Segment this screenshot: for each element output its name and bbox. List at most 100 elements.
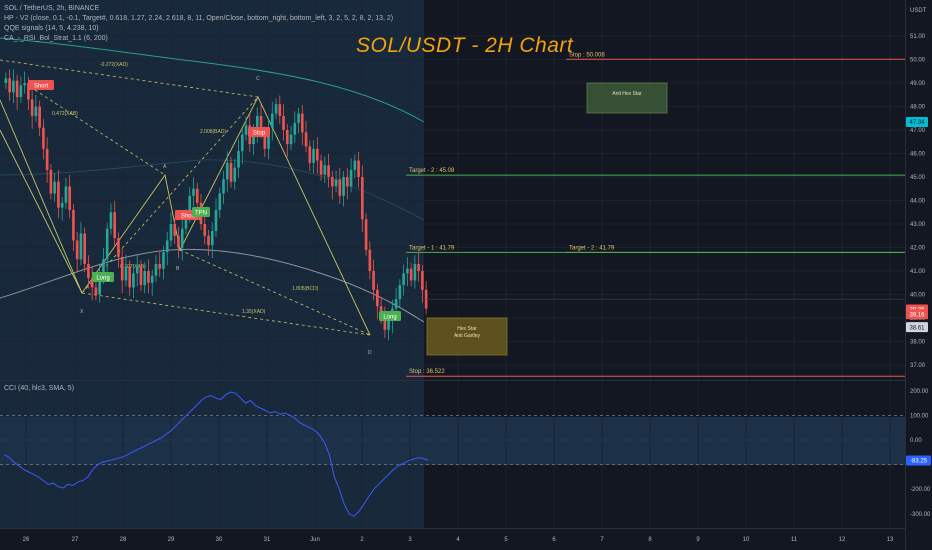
candle-body <box>308 146 312 163</box>
candle-body <box>42 127 45 149</box>
candle-body <box>413 263 417 281</box>
signal-marker-text: Long <box>96 275 109 281</box>
cci-line <box>3 391 429 517</box>
fib-ratio-label: 0.472(XAB) <box>52 111 78 117</box>
price-tick-label: 41.00 <box>910 269 926 275</box>
cci-panel <box>0 391 905 517</box>
time-tick-label: 6 <box>552 537 556 543</box>
level-label-stop-top: Stop : 50.008 <box>569 52 605 58</box>
candle-body <box>12 80 15 93</box>
candle-body <box>293 122 297 135</box>
price-tick-label: 42.00 <box>910 246 926 252</box>
indicator-rsi-bol[interactable]: CA_-_RSI_Bol_Strat_1.1 (6, 200) <box>4 35 108 42</box>
fib-ratio-label: -0.272(XAD) <box>100 62 128 68</box>
symbol-title[interactable]: SOL / TetherUS, 2h, BINANCE <box>4 5 100 12</box>
candle-body <box>376 289 379 307</box>
candle-body <box>188 195 192 215</box>
candle-body <box>57 181 60 208</box>
time-tick-label: 2 <box>360 537 364 543</box>
time-tick-label: 27 <box>72 537 79 543</box>
indicator-qqe[interactable]: QQE signals (14, 5, 4.238, 10) <box>4 25 99 32</box>
candle-body <box>229 162 233 182</box>
candle-body <box>267 127 270 149</box>
candle-body <box>113 212 117 239</box>
candle-body <box>68 186 71 210</box>
pattern-point-label: D <box>368 350 372 356</box>
time-tick-label: 13 <box>887 537 894 543</box>
time-tick-label: 28 <box>120 537 127 543</box>
candle-body <box>421 271 424 290</box>
candle-body <box>128 266 132 288</box>
cci-legend[interactable]: CCI (40, hlc3, SMA, 5) <box>4 385 75 392</box>
pattern-point-label: B <box>176 266 180 272</box>
candle-body <box>315 148 319 161</box>
candle-body <box>387 320 390 330</box>
candle-body <box>259 115 263 133</box>
candle-body <box>195 188 199 203</box>
candle-body <box>394 299 398 309</box>
candle-body <box>102 259 105 274</box>
time-tick-label: 29 <box>168 537 175 543</box>
candle-body <box>406 268 409 274</box>
signal-marker-tpn <box>192 207 210 217</box>
candle-body <box>53 181 56 194</box>
candle-body <box>372 271 375 290</box>
candle-body <box>334 179 338 187</box>
price-tick-label: 48.00 <box>910 105 926 111</box>
price-axis[interactable]: USDT 51.00 50.00 49.00 48.00 47.00 46.00 45.00 4… <box>906 8 928 369</box>
chart-title: SOL/USDT - 2H Chart <box>356 34 574 57</box>
candle-body <box>90 278 94 288</box>
pattern-point-label: X <box>80 309 84 315</box>
time-axis[interactable]: 26 27 28 29 30 31 Jun 2 3 4 5 6 7 8 9 10 11 12 13 <box>23 537 894 543</box>
time-tick-label: 10 <box>743 537 750 543</box>
candle-body <box>34 106 38 116</box>
candle-body <box>304 132 308 147</box>
candle-body <box>210 231 214 246</box>
candle-body <box>225 162 229 180</box>
candle-body <box>353 160 357 170</box>
candle-body <box>297 113 300 123</box>
candle-body <box>237 151 240 168</box>
price-tick-label: 47.00 <box>910 128 926 134</box>
pattern-diagonal <box>34 89 166 176</box>
signal-marker-text: Short <box>181 213 196 219</box>
pattern-point-label: C <box>256 76 260 82</box>
candle-body <box>83 233 86 264</box>
price-tick-label: 45.00 <box>910 175 926 181</box>
candle-body <box>117 238 120 257</box>
candle-body <box>165 240 169 253</box>
price-axis-currency: USDT <box>910 8 927 14</box>
candle-body <box>331 177 334 187</box>
signal-marker-stop <box>248 127 270 137</box>
candle-body <box>285 130 289 145</box>
candle-body <box>327 165 330 177</box>
candle-body <box>409 268 413 281</box>
candle-body <box>368 249 372 271</box>
candle-body <box>30 99 34 116</box>
candle-body <box>383 318 387 330</box>
candle-body <box>244 125 248 135</box>
signal-marker-text: Long <box>383 314 396 320</box>
candle-body <box>255 115 259 130</box>
candle-body <box>8 78 11 93</box>
candle-body <box>417 263 420 271</box>
time-tick-label: 30 <box>216 537 223 543</box>
candle-body <box>349 169 353 187</box>
pattern-leg <box>0 129 83 294</box>
candle-body <box>147 271 150 283</box>
candle-body <box>79 233 83 260</box>
candle-body <box>323 165 327 175</box>
indicator-hp-v2[interactable]: HP - V2 (close, 0.1, -0.1, Target#, 0.61… <box>4 15 394 22</box>
cci-axis[interactable]: 200.00 100.00 0.00 -200.00 -300.00 -83.25 <box>906 389 931 518</box>
pattern-diagonal <box>81 96 259 294</box>
candle-body <box>139 266 143 286</box>
candle-body <box>357 160 360 177</box>
candle-body <box>402 273 405 286</box>
price-tick-label: 37.00 <box>910 363 926 369</box>
candle-body <box>222 179 225 194</box>
cci-tick-label: -200.00 <box>910 487 931 493</box>
pattern-box-label: Anti Hex Star <box>612 91 642 97</box>
candle-body <box>270 113 274 128</box>
